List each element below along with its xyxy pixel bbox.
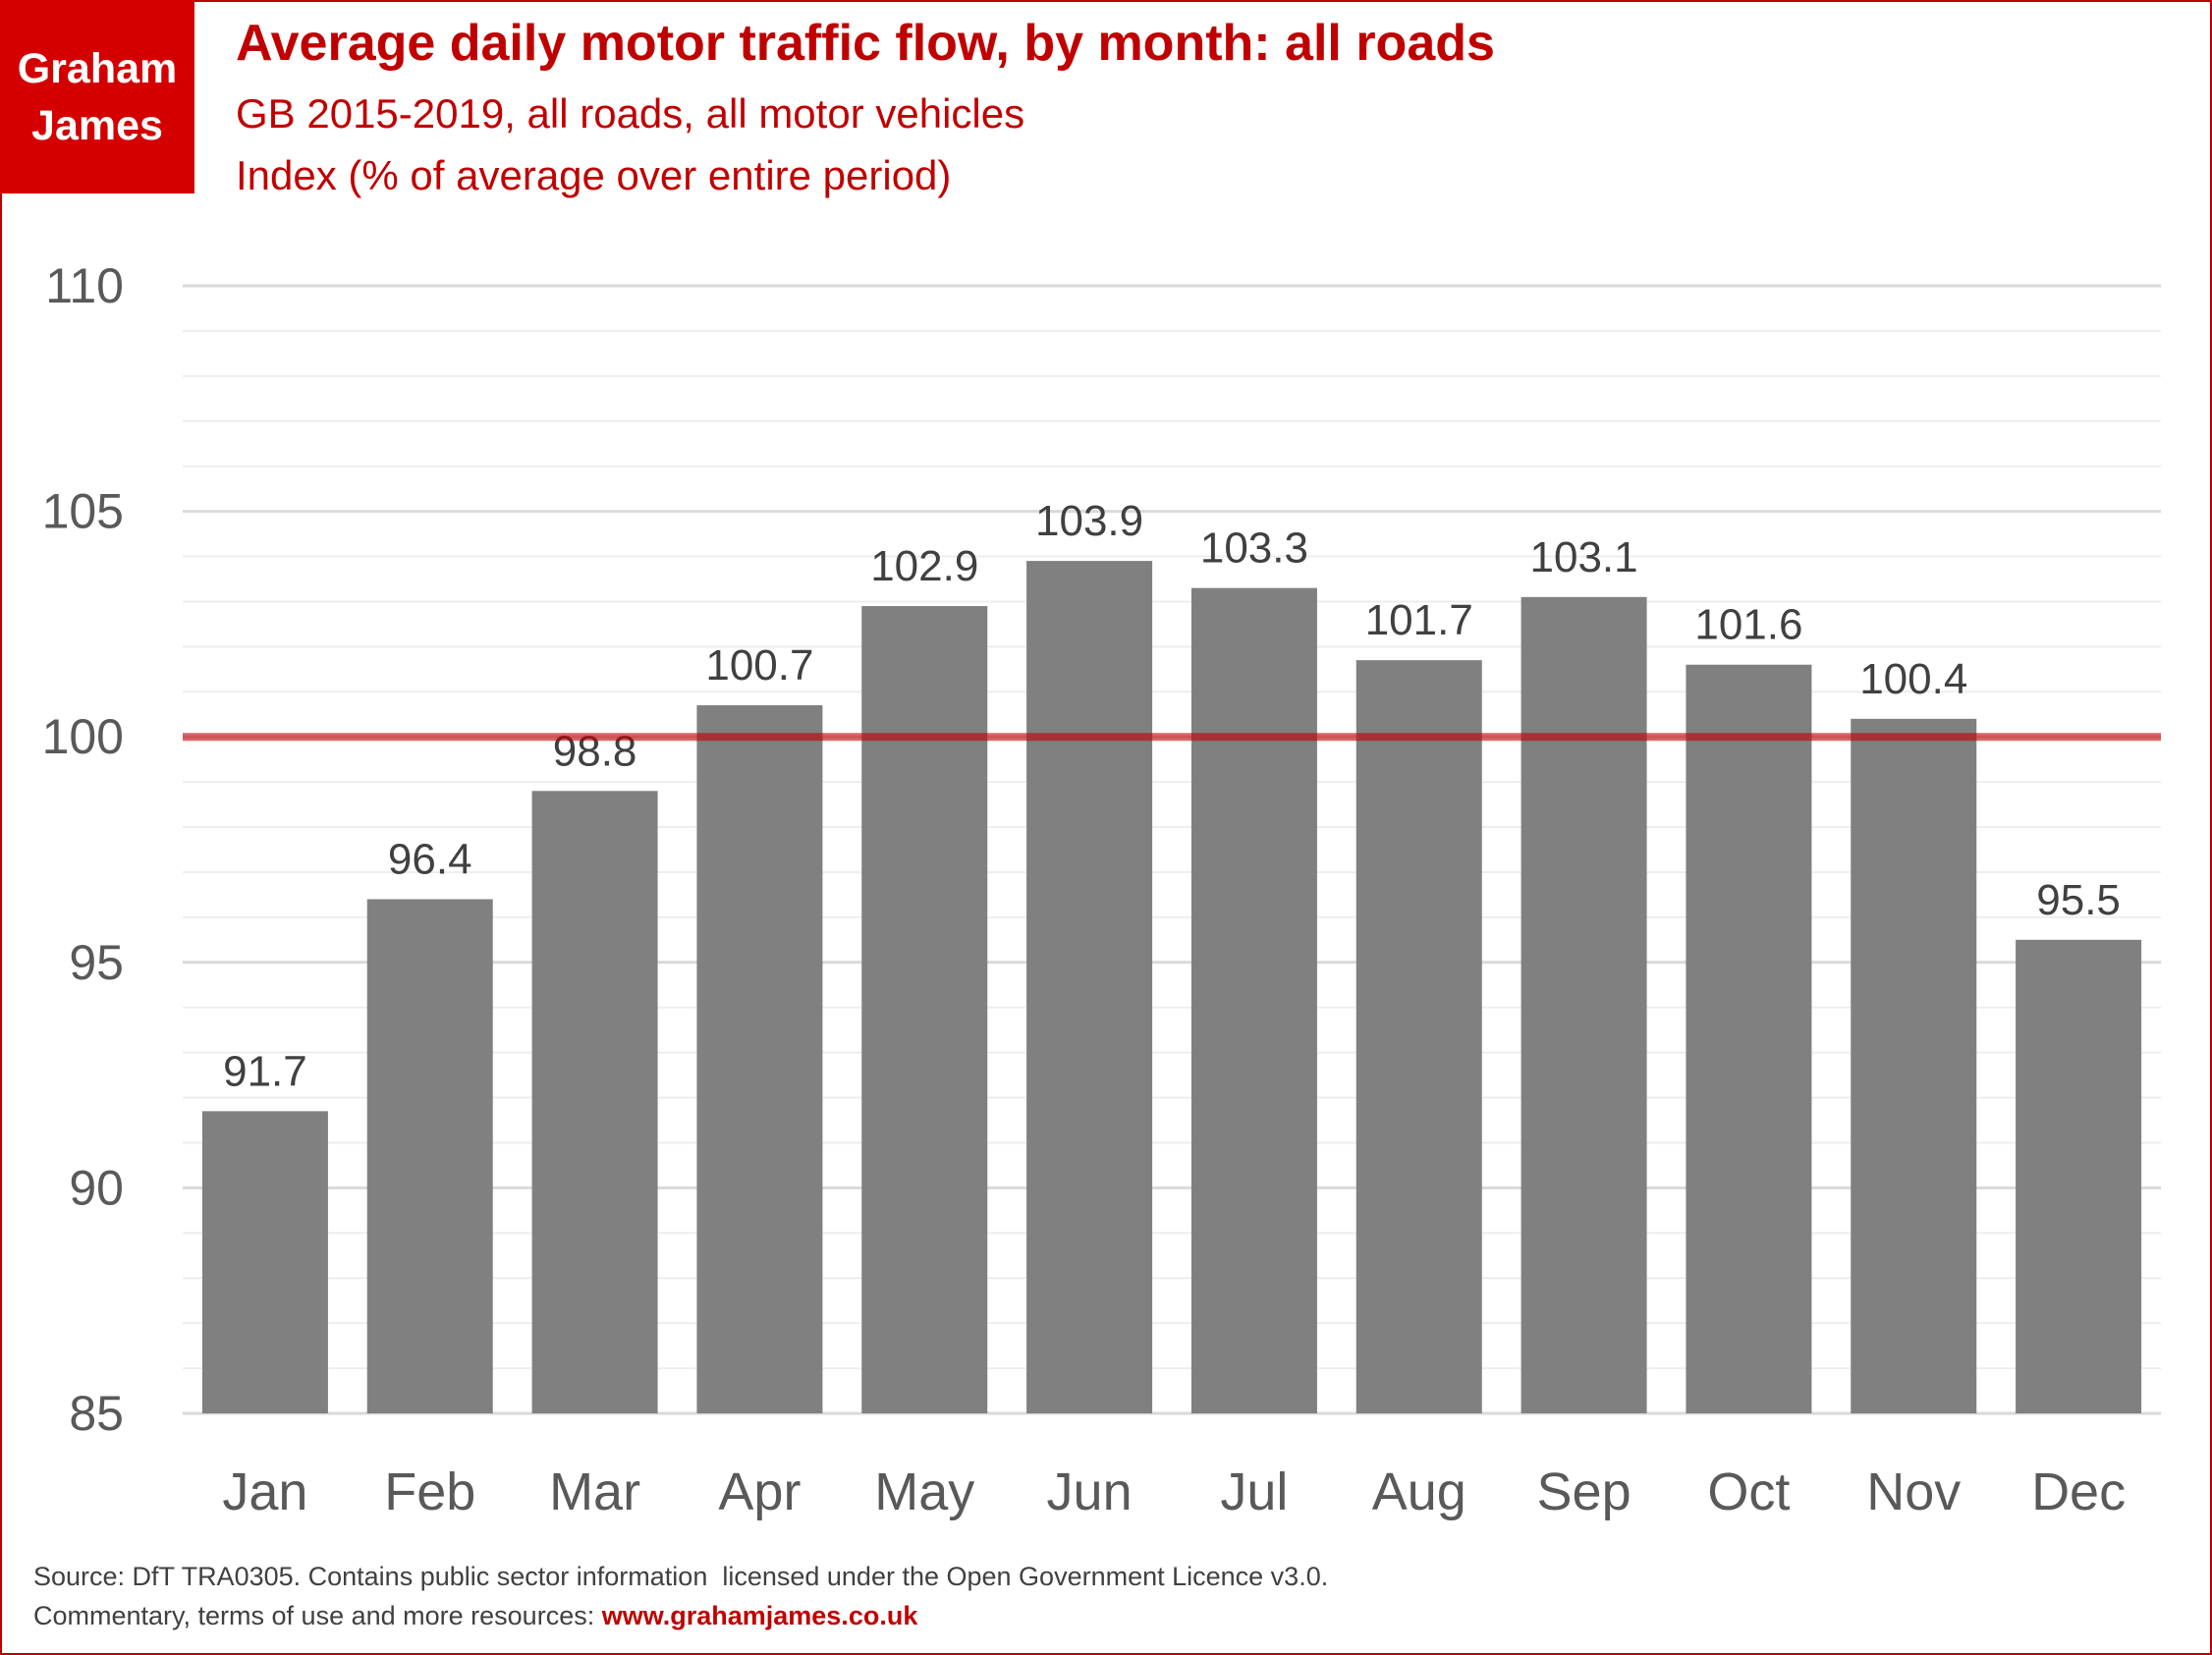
x-tick-label: Mar [549, 1462, 640, 1521]
bar [696, 705, 823, 1413]
commentary-note: Commentary, terms of use and more resour… [33, 1601, 917, 1631]
x-tick-label: May [874, 1462, 974, 1521]
logo-line-1: Graham [17, 44, 178, 92]
bar [2016, 939, 2142, 1413]
x-tick-label: Feb [384, 1462, 475, 1521]
y-tick-label: 105 [42, 484, 124, 539]
x-tick-label: Oct [1707, 1462, 1790, 1521]
bar [531, 791, 658, 1413]
x-tick-label: Sep [1537, 1462, 1631, 1521]
bar-value-label: 101.7 [1365, 596, 1473, 644]
bar [1026, 561, 1153, 1413]
bar [861, 606, 988, 1413]
bar-value-label: 96.4 [388, 836, 472, 884]
x-tick-label: Aug [1372, 1462, 1466, 1521]
bar-value-label: 100.7 [705, 641, 813, 690]
bar [201, 1111, 328, 1413]
bar [1190, 587, 1317, 1413]
bar [1521, 596, 1647, 1413]
x-tick-label: Apr [718, 1462, 801, 1521]
y-tick-label: 90 [69, 1160, 124, 1215]
y-tick-label: 110 [45, 258, 124, 313]
y-tick-label: 100 [42, 709, 124, 764]
x-tick-label: Jan [222, 1462, 307, 1521]
chart-subtitle: GB 2015-2019, all roads, all motor vehic… [236, 90, 1025, 137]
x-tick-label: Dec [2031, 1462, 2126, 1521]
bar-value-label: 103.9 [1035, 497, 1143, 545]
bar-value-label: 103.3 [1200, 524, 1308, 573]
bar [1851, 718, 1977, 1413]
bar [1355, 660, 1482, 1413]
bar-value-label: 103.1 [1530, 533, 1638, 581]
x-tick-label: Jul [1220, 1462, 1288, 1521]
source-note: Source: DfT TRA0305. Contains public sec… [33, 1562, 1329, 1591]
chart-index-note: Index (% of average over entire period) [236, 152, 952, 198]
brand-logo: Graham James [0, 0, 194, 193]
commentary-text: Commentary, terms of use and more resour… [33, 1601, 602, 1630]
website-link[interactable]: www.grahamjames.co.uk [601, 1601, 918, 1630]
bar-value-label: 101.6 [1694, 601, 1802, 649]
chart-title: Average daily motor traffic flow, by mon… [236, 15, 1495, 72]
bar-value-label: 102.9 [870, 542, 978, 590]
y-tick-label: 95 [69, 935, 124, 990]
y-tick-label: 85 [69, 1386, 124, 1441]
x-tick-label: Nov [1866, 1462, 1961, 1521]
bar [1686, 664, 1812, 1413]
bar-value-label: 91.7 [223, 1047, 307, 1095]
logo-line-2: James [31, 101, 163, 149]
bar [366, 899, 493, 1413]
x-tick-label: Jun [1047, 1462, 1133, 1521]
bar-value-label: 95.5 [2036, 876, 2121, 924]
bar-value-label: 100.4 [1859, 655, 1967, 703]
